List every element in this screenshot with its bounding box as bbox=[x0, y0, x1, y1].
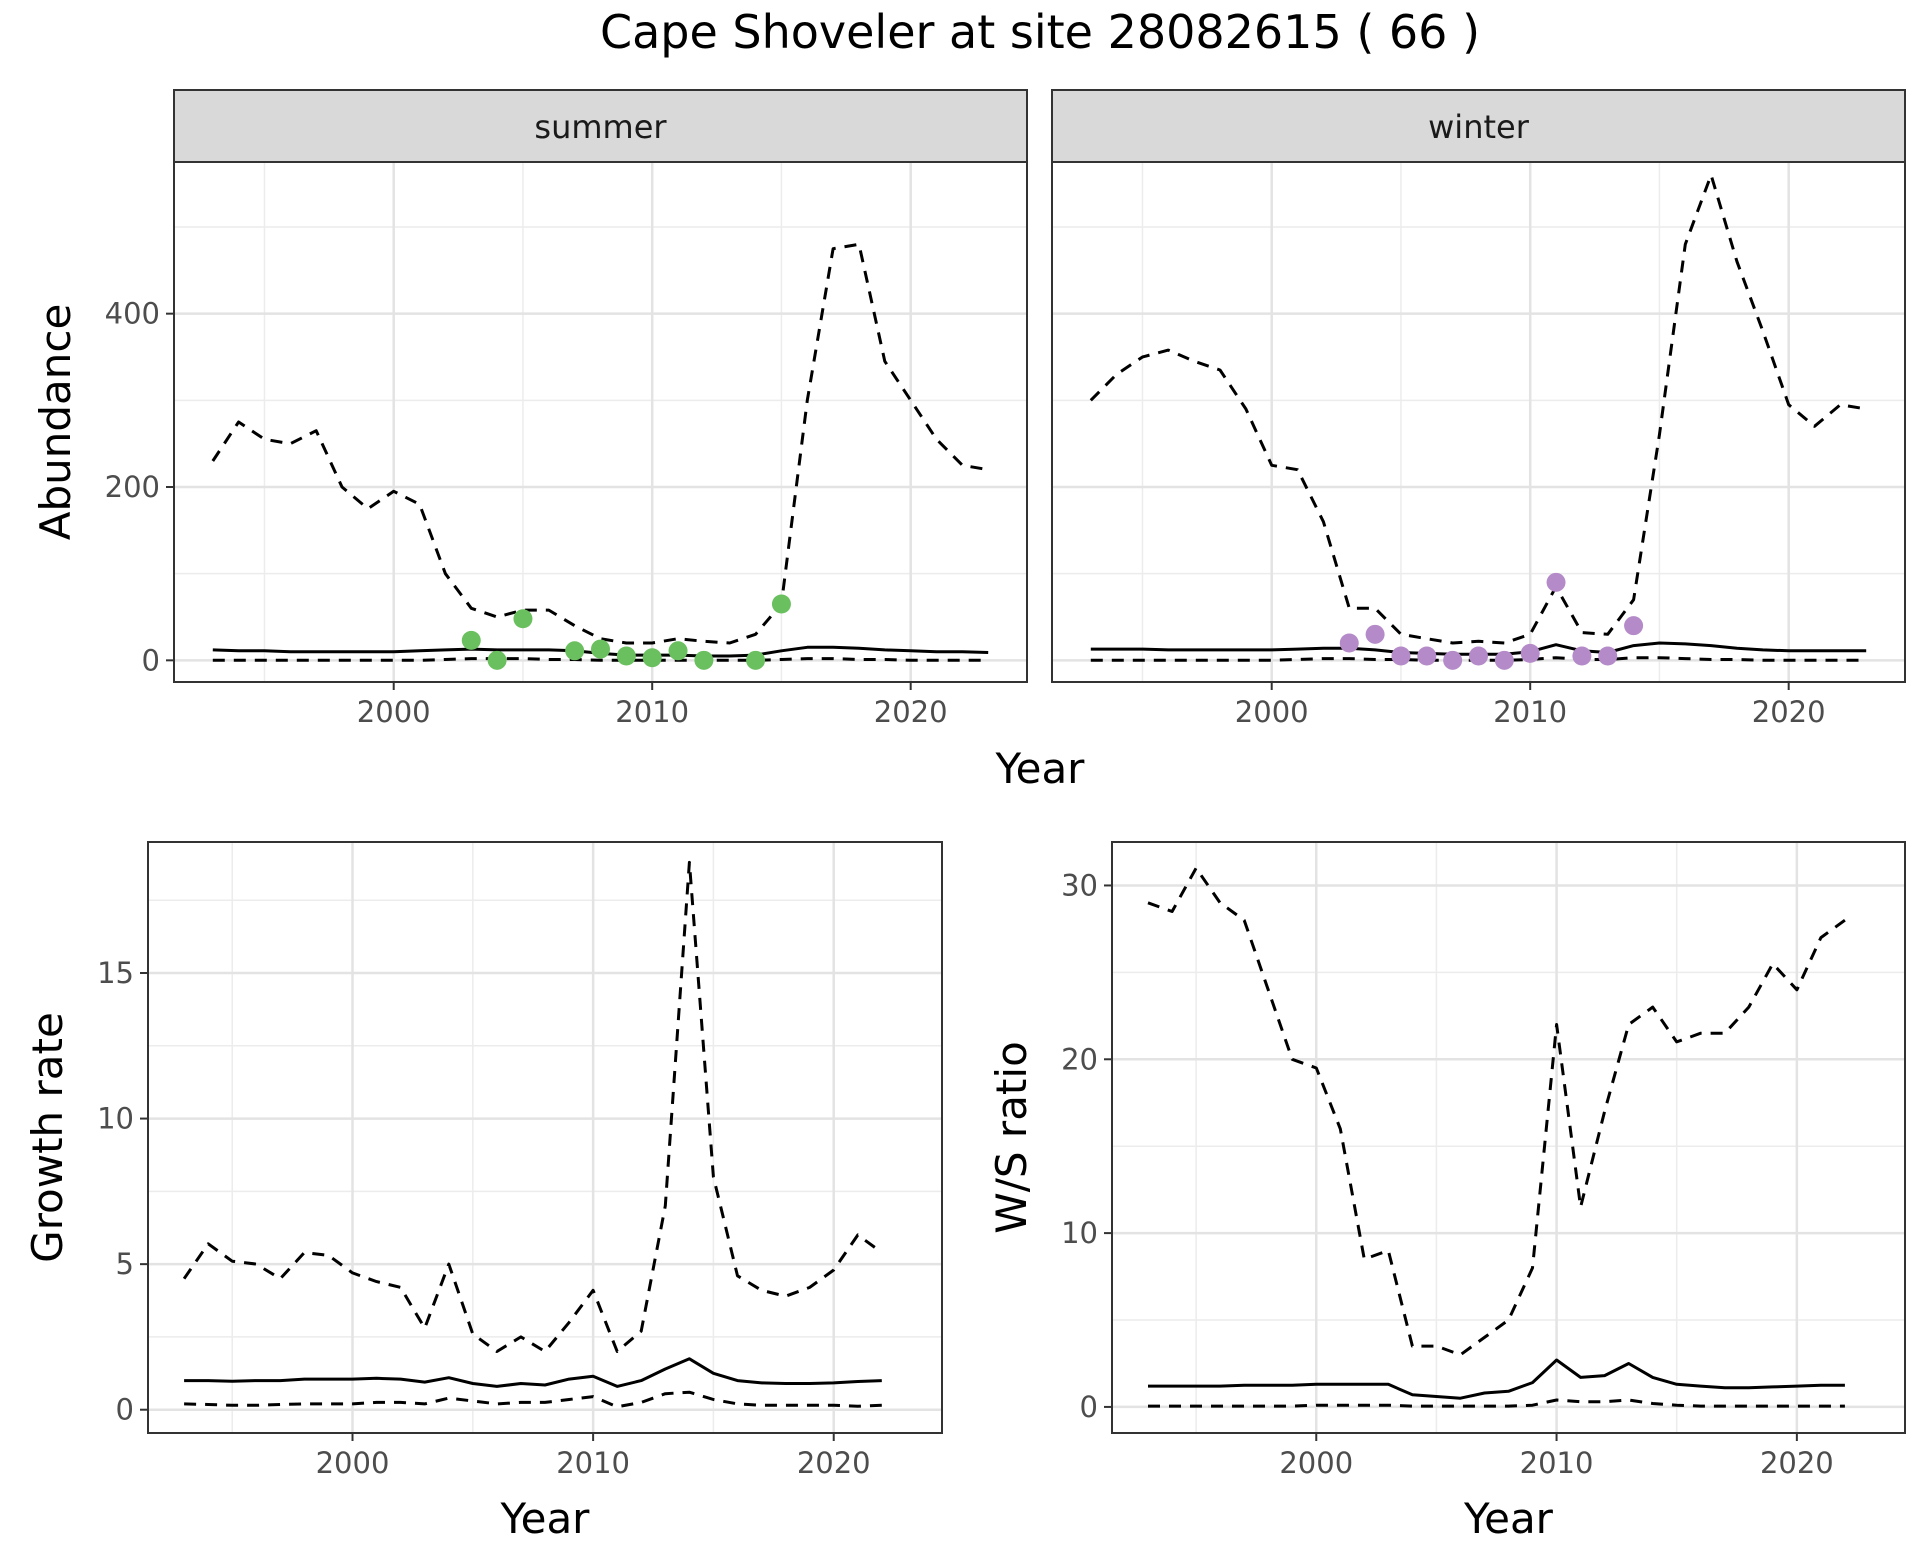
panel-border bbox=[1111, 841, 1906, 1434]
y-tick-label: 10 bbox=[97, 1102, 134, 1136]
x-tick-label: 2010 bbox=[1493, 695, 1567, 729]
data-point bbox=[1572, 646, 1592, 666]
panel-border bbox=[173, 161, 1028, 683]
y-tick-label: 0 bbox=[116, 1393, 134, 1427]
series-line-mean bbox=[184, 1357, 882, 1388]
data-point bbox=[1443, 650, 1463, 670]
panel-winter-abundance: winter 2000 2010 2020 bbox=[1051, 89, 1906, 729]
y-tick-label: 400 bbox=[105, 297, 160, 331]
data-point bbox=[771, 594, 791, 614]
x-tick-label: 2000 bbox=[1279, 1446, 1353, 1480]
y-tick-label: 200 bbox=[105, 470, 160, 504]
series-line-upper bbox=[211, 242, 989, 645]
series-line-upper bbox=[182, 860, 883, 1353]
x-tick-label: 2010 bbox=[1520, 1446, 1594, 1480]
y-tick-label: 5 bbox=[116, 1247, 134, 1281]
panel-border bbox=[1051, 161, 1906, 683]
data-point bbox=[487, 650, 507, 670]
data-point bbox=[1494, 650, 1514, 670]
y-axis-title: Abundance bbox=[31, 304, 80, 541]
data-point bbox=[1417, 646, 1437, 666]
data-point bbox=[616, 646, 636, 666]
panel-ws-ratio: 2000 2010 2020 0 10 20 30 W/S ratio Year bbox=[987, 841, 1906, 1543]
y-tick-label: 15 bbox=[97, 956, 134, 990]
data-point bbox=[1520, 643, 1540, 663]
x-tick-label: 2020 bbox=[1760, 1446, 1834, 1480]
x-tick-label: 2000 bbox=[1235, 695, 1309, 729]
data-point bbox=[746, 650, 766, 670]
y-tick-label: 30 bbox=[1061, 868, 1098, 902]
data-point bbox=[1339, 633, 1359, 653]
x-tick-label: 2020 bbox=[797, 1446, 871, 1480]
x-tick-label: 2010 bbox=[615, 695, 689, 729]
facet-strip bbox=[173, 89, 1028, 163]
series-line-lower bbox=[1148, 1398, 1845, 1408]
shared-x-axis-title: Year bbox=[995, 744, 1086, 793]
data-point bbox=[1365, 624, 1385, 644]
x-tick-label: 2020 bbox=[1752, 695, 1826, 729]
data-point bbox=[1391, 646, 1411, 666]
plot-area bbox=[1112, 842, 1905, 1433]
x-tick-label: 2000 bbox=[316, 1446, 390, 1480]
plot-area bbox=[174, 162, 1027, 682]
data-point bbox=[565, 641, 585, 661]
x-axis-title: Year bbox=[1463, 1494, 1554, 1543]
series-line-upper bbox=[1147, 866, 1846, 1357]
panel-growth-rate: 2000 2010 2020 0 5 10 15 Growth rate Year bbox=[23, 841, 943, 1543]
panel-summer-abundance: summer 2000 2010 2020 0 200 400 Abundance bbox=[31, 89, 1028, 729]
data-point bbox=[461, 630, 481, 650]
y-axis-title: Growth rate bbox=[23, 1012, 72, 1263]
y-tick-label: 0 bbox=[1080, 1390, 1098, 1424]
panel-border bbox=[147, 841, 943, 1434]
data-point bbox=[1546, 572, 1566, 592]
data-point bbox=[591, 639, 610, 659]
series-line-lower bbox=[184, 1390, 882, 1409]
series-line-mean bbox=[1148, 1358, 1845, 1400]
x-axis-title: Year bbox=[500, 1494, 591, 1543]
x-tick-label: 2000 bbox=[357, 695, 431, 729]
plot-area bbox=[1052, 162, 1905, 682]
figure-title: Cape Shoveler at site 28082615 ( 66 ) bbox=[600, 5, 1480, 59]
data-point bbox=[694, 650, 714, 670]
series-line-upper bbox=[1089, 173, 1867, 645]
data-point bbox=[1469, 646, 1488, 666]
data-point bbox=[1598, 646, 1618, 666]
series-line-lower bbox=[212, 657, 989, 662]
y-tick-label: 0 bbox=[142, 643, 160, 677]
data-point bbox=[642, 648, 662, 668]
y-axis-title: W/S ratio bbox=[987, 1041, 1036, 1234]
facet-strip-label: winter bbox=[1428, 108, 1530, 146]
facet-strip bbox=[1051, 89, 1906, 163]
data-point bbox=[1624, 616, 1644, 636]
y-tick-label: 10 bbox=[1061, 1216, 1098, 1250]
x-tick-label: 2010 bbox=[556, 1446, 630, 1480]
shared-year-axis-title: Year bbox=[995, 744, 1086, 793]
data-point bbox=[513, 609, 533, 629]
x-tick-label: 2020 bbox=[874, 695, 948, 729]
facet-strip-label: summer bbox=[534, 108, 667, 146]
plot-area bbox=[148, 842, 942, 1433]
data-point bbox=[668, 641, 688, 661]
y-tick-label: 20 bbox=[1061, 1042, 1098, 1076]
